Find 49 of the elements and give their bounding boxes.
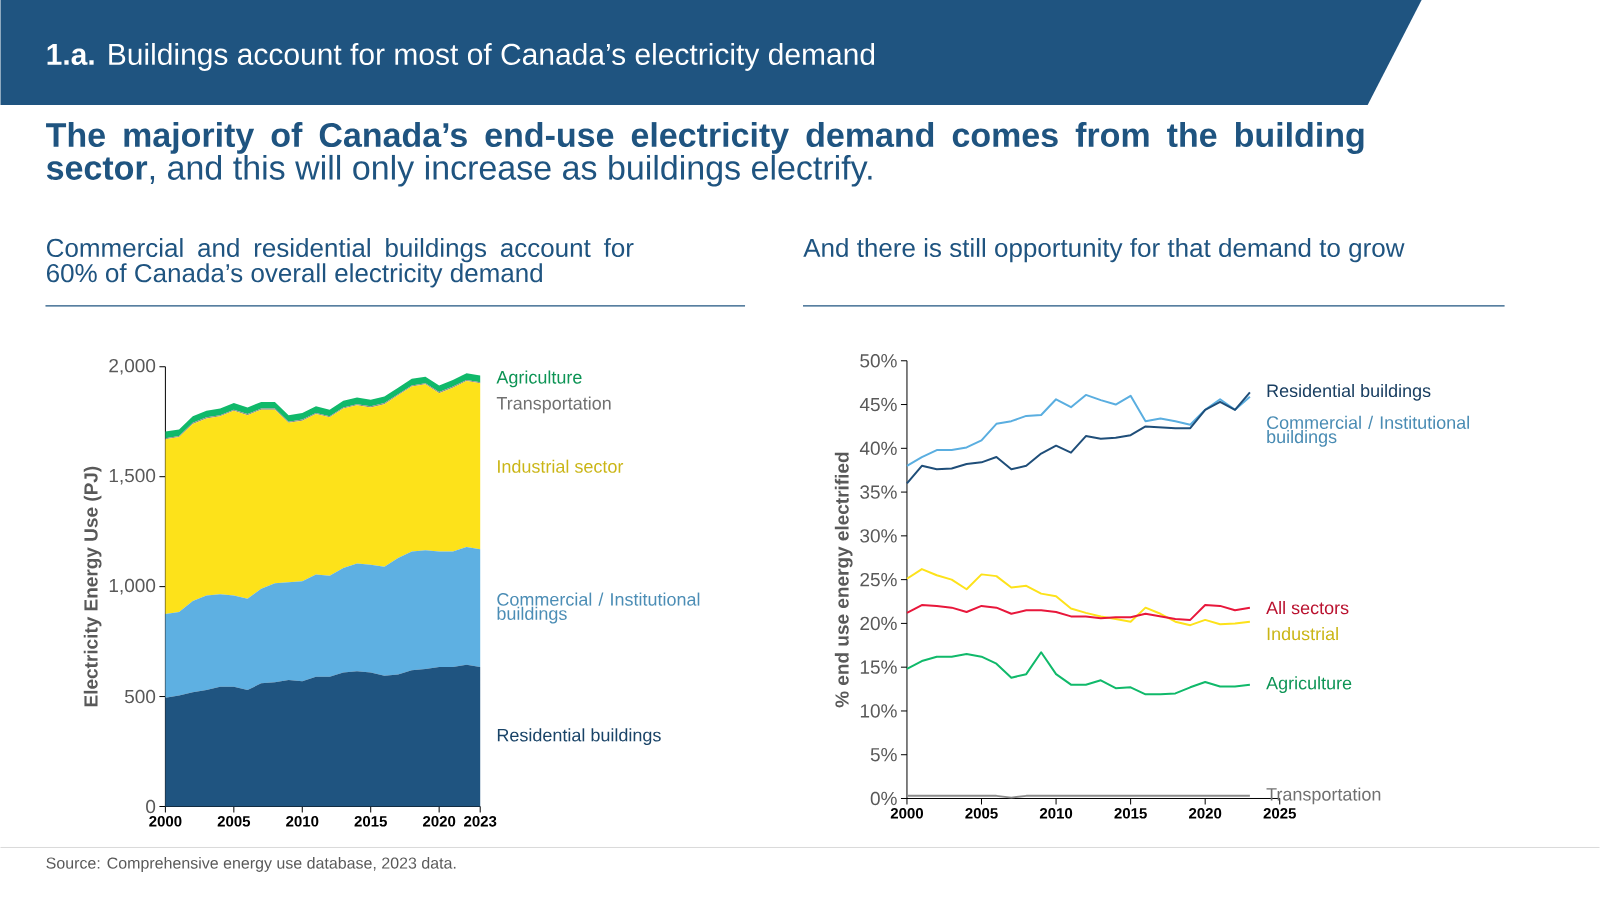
y-tick-label: 5%	[870, 747, 897, 762]
y-axis-title: % end use energy electrified	[834, 452, 853, 708]
series-label: All sectors	[1266, 600, 1349, 615]
y-tick-label: 0	[146, 799, 156, 813]
y-tick-label: 1,000	[109, 578, 156, 595]
x-tick-label: 2000	[890, 807, 924, 819]
chart-title: And there is still opportunity for that demand to grow	[803, 237, 1405, 263]
x-tick-label: 2000	[149, 815, 182, 827]
x-tick-label: 2005	[217, 815, 251, 827]
x-tick-label: 2010	[286, 815, 319, 827]
text: 1.a. Buildings account for most of Canada’s electricity demand	[47, 42, 875, 71]
line-series	[905, 393, 1251, 467]
y-tick-label: 25%	[860, 572, 897, 587]
line-series	[905, 651, 1251, 696]
series-label: Industrial	[1267, 626, 1338, 641]
y-axis-title: Electricity Energy Use (PJ)	[83, 466, 102, 706]
series-label: Commercial / Institutional buildings	[497, 592, 700, 624]
y-tick-label: 45%	[859, 397, 897, 411]
y-tick-label: 1,500	[109, 468, 156, 485]
y-tick-label: 30%	[860, 528, 897, 543]
series-label: Agriculture	[496, 370, 582, 388]
x-tick-label: 2005	[965, 807, 998, 819]
x-tick-label: 2010	[1039, 807, 1073, 819]
y-tick-label: 35%	[860, 485, 897, 499]
y-tick-label: 50%	[860, 353, 897, 368]
line-series	[905, 567, 1251, 626]
series-label: Residential buildings	[497, 728, 661, 745]
series-label: Commercial / Institutional buildings	[1267, 415, 1469, 447]
chart-title: Commercial and residential buildings account for 60% of Canada’s overall electricity demand	[47, 237, 634, 288]
source-note: Source: Comprehensive energy use database, 2023 data.	[46, 856, 456, 872]
text: The majority of Canada’s end-use electricity demand comes from the building sector, and this will only increase as buildings electrify.	[46, 121, 1364, 187]
series-label: Agriculture	[1266, 676, 1352, 693]
y-tick-label: 10%	[860, 704, 897, 718]
series-label: Transportation	[496, 396, 611, 413]
x-tick-label: 2020	[1189, 807, 1222, 819]
y-tick-label: 0%	[870, 791, 897, 805]
x-tick-label: 2025	[1263, 807, 1296, 819]
y-tick-label: 15%	[860, 660, 897, 674]
y-tick-label: 20%	[860, 616, 897, 630]
y-tick-label: 40%	[859, 441, 897, 455]
x-tick-label: 2015	[354, 815, 387, 827]
y-tick-label: 500	[124, 689, 156, 704]
series-label: Industrial sector	[498, 459, 624, 473]
series-label: Transportation	[1266, 787, 1381, 805]
series-label: Residential buildings	[1267, 383, 1431, 401]
y-tick-label: 2,000	[109, 358, 156, 375]
x-tick-label: 2020	[422, 815, 456, 827]
x-tick-label: 2015	[1114, 807, 1147, 819]
x-tick-label: 2023	[464, 815, 497, 827]
